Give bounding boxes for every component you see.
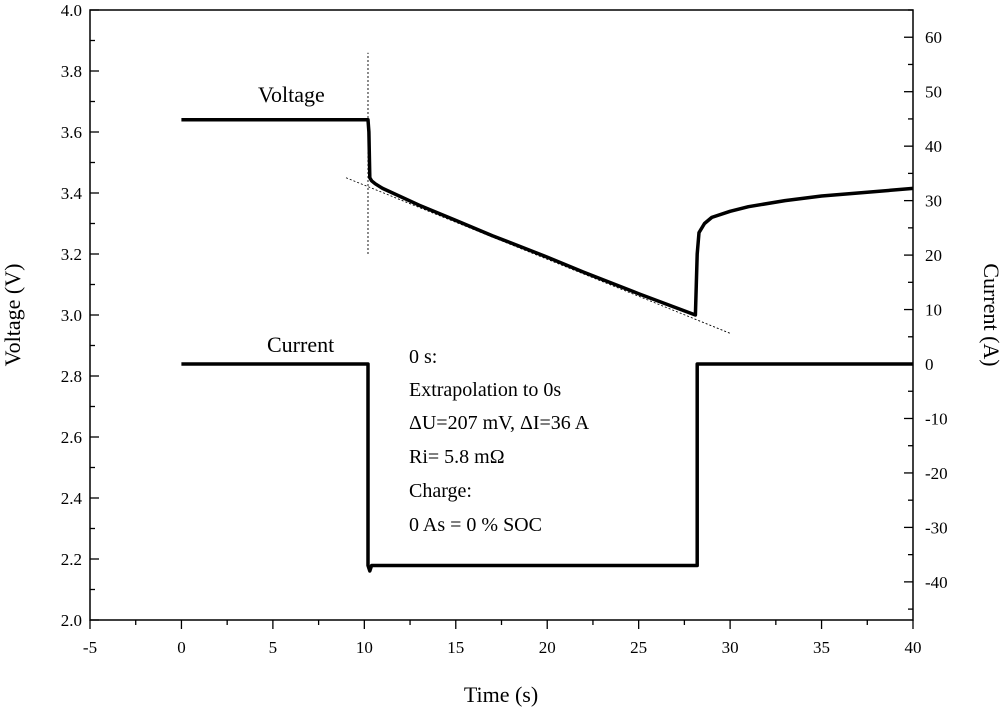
annotation-line: Charge: (409, 480, 472, 502)
annotation-line: Ri= 5.8 mΩ (409, 446, 505, 468)
series-label-voltage: Voltage (258, 82, 325, 107)
series (181, 118, 914, 573)
y-left-tick-label: 3.8 (61, 62, 82, 81)
guides (345, 52, 731, 334)
annotation-block: 0 s: Extrapolation to 0s ΔU=207 mV, ΔI=3… (409, 346, 590, 536)
y-left-tick-label: 2.4 (61, 489, 83, 508)
y-right-tick-label: 0 (925, 355, 934, 374)
annotation-line: 0 As = 0 % SOC (409, 514, 542, 536)
extrapolation-line (345, 177, 731, 334)
y-left-tick-label: 3.2 (61, 245, 82, 264)
y-left-tick-label: 2.2 (61, 550, 82, 569)
y-left-tick-label: 2.6 (61, 428, 82, 447)
y-left-tick-label: 2.8 (61, 367, 82, 386)
y-right-tick-label: 50 (925, 83, 942, 102)
annotation-line: ΔU=207 mV, ΔI=36 A (409, 412, 590, 434)
y-left-axis-label: Voltage (V) (0, 264, 25, 367)
y-right-tick-label: 10 (925, 301, 942, 320)
series-line-current (181, 362, 913, 573)
x-tick-label: 5 (269, 638, 278, 657)
annotation-line: Extrapolation to 0s (409, 379, 561, 401)
series-label-current: Current (267, 332, 334, 357)
y-right-tick-label: -30 (925, 518, 948, 537)
x-tick-label: 10 (356, 638, 373, 657)
y-right-tick-label: -40 (925, 573, 948, 592)
x-tick-label: 35 (813, 638, 830, 657)
x-tick-label: 15 (447, 638, 464, 657)
y-left-tick-label: 4.0 (61, 1, 82, 20)
x-tick-label: 0 (177, 638, 186, 657)
y-right-tick-label: 40 (925, 137, 942, 156)
y-right-tick-label: 30 (925, 192, 942, 211)
y-right-tick-label: -10 (925, 409, 948, 428)
x-axis-label: Time (s) (464, 682, 538, 707)
y-left-ticks: 2.0 2.2 2.4 2.6 2.8 3.0 3.2 3.4 3.6 3.8 4.0 (61, 1, 99, 630)
x-tick-label: -5 (83, 638, 97, 657)
y-left-tick-label: 3.6 (61, 123, 82, 142)
series-line-voltage (181, 118, 914, 317)
y-left-tick-label: 2.0 (61, 611, 82, 630)
y-left-tick-label: 3.4 (61, 184, 83, 203)
annotation-line: 0 s: (409, 346, 437, 368)
y-right-ticks: 60 50 40 30 20 10 0 -10 -20 -30 -40 (904, 9, 948, 610)
x-tick-label: 30 (722, 638, 739, 657)
x-tick-label: 20 (539, 638, 556, 657)
y-right-tick-label: 60 (925, 28, 942, 47)
y-right-tick-label: -20 (925, 464, 948, 483)
x-ticks: -5 0 5 10 15 20 25 30 35 40 (83, 620, 922, 657)
y-right-tick-label: 20 (925, 246, 942, 265)
y-right-axis-label: Current (A) (979, 263, 1000, 366)
y-left-tick-label: 3.0 (61, 306, 82, 325)
x-tick-label: 25 (630, 638, 647, 657)
x-tick-label: 40 (905, 638, 922, 657)
